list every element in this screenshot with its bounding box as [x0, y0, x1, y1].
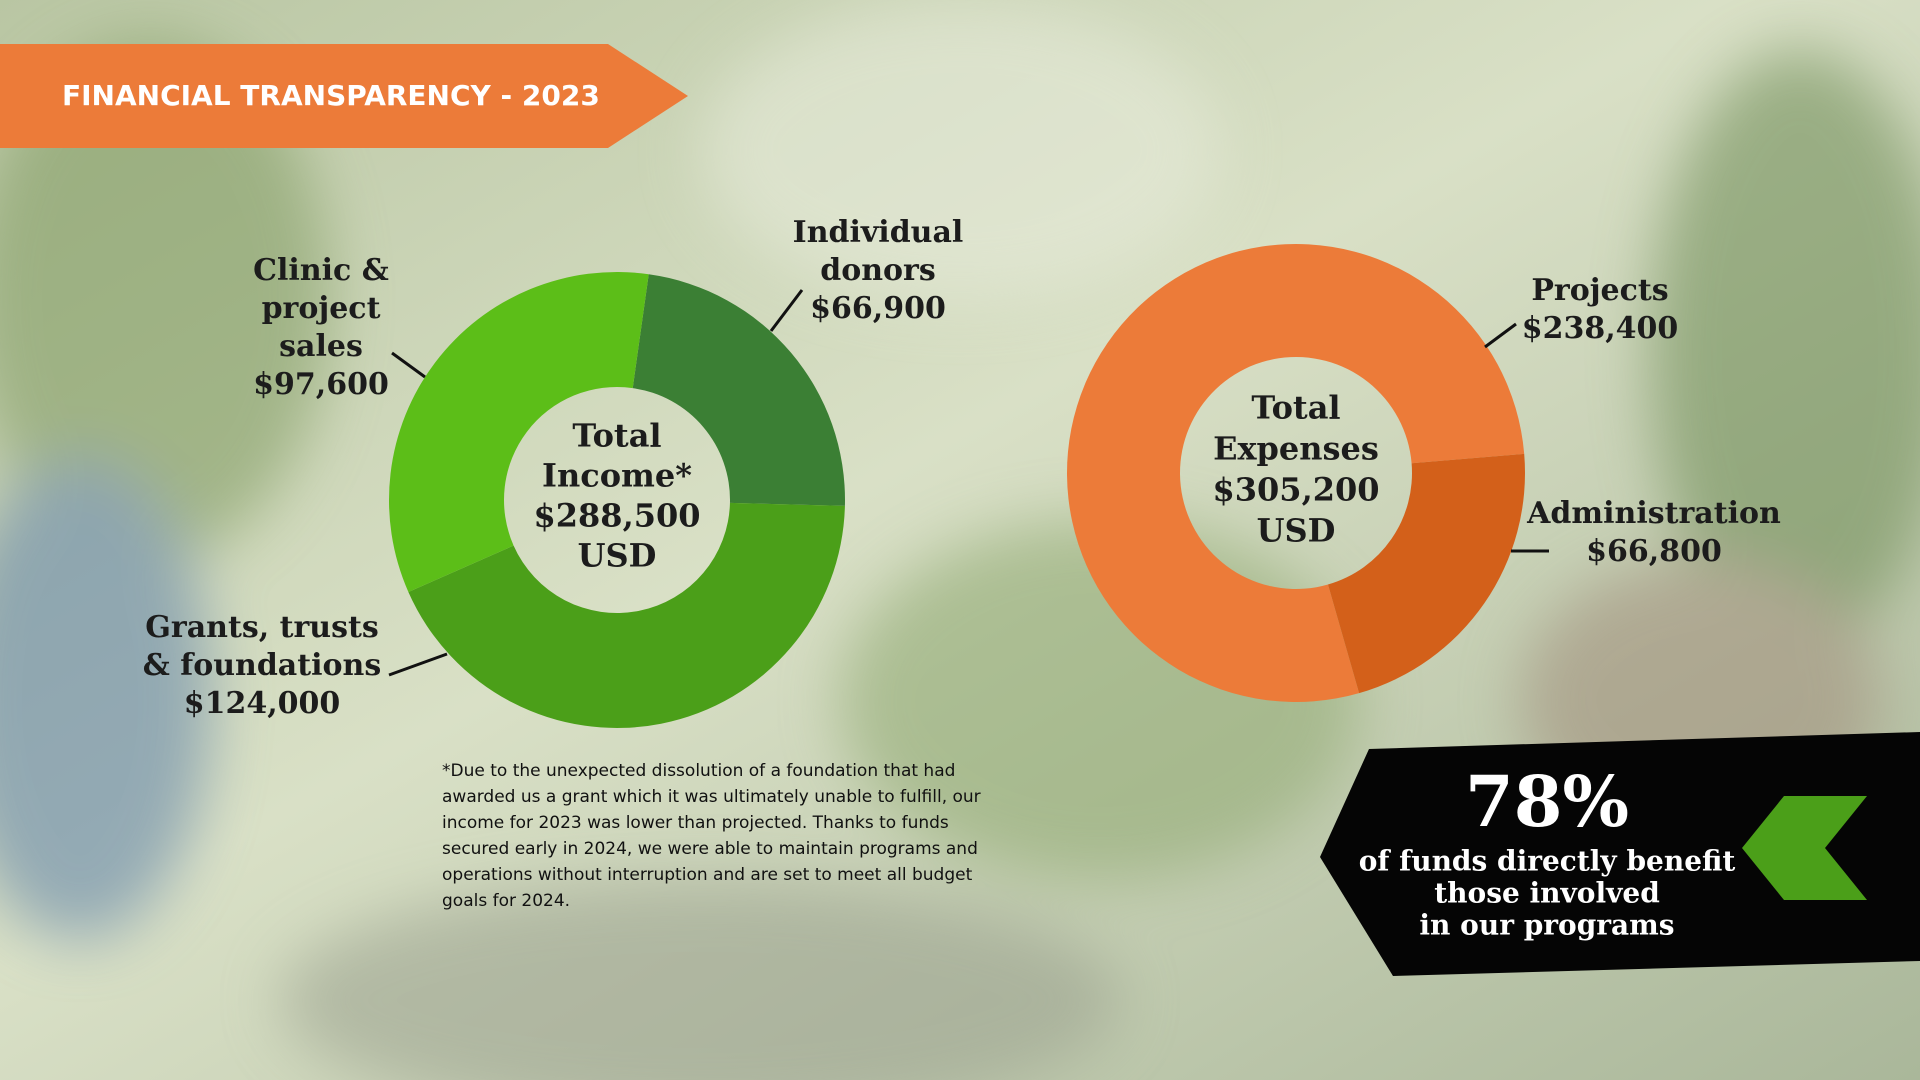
segment-label: Individual donors: [793, 215, 964, 288]
center-label: USD: [1257, 512, 1336, 550]
leader-line: [388, 652, 448, 677]
segment-value: $97,600: [253, 367, 389, 402]
donut-segment: [1067, 244, 1525, 702]
donut-segment: [408, 502, 845, 728]
leader-line: [1484, 322, 1517, 349]
callout-box: [1320, 732, 1920, 976]
segment-label: Clinic & project sales: [253, 253, 389, 364]
footnote: *Due to the unexpected dissolution of a …: [442, 761, 981, 911]
donut-segment: [632, 274, 846, 506]
banner-shape: [0, 44, 688, 148]
segment-label: Administration: [1526, 496, 1781, 531]
center-label: $288,500: [534, 497, 701, 535]
center-label: Total: [572, 417, 661, 455]
donut-segment: [1327, 453, 1525, 694]
callout-text: those involved: [1434, 877, 1660, 910]
callout-text: in our programs: [1419, 909, 1674, 942]
callout-text: of funds directly benefit: [1359, 845, 1736, 878]
segment-value: $124,000: [184, 686, 341, 721]
leader-line: [769, 289, 804, 332]
segment-value: $66,800: [1586, 534, 1722, 569]
segment-value: $238,400: [1522, 311, 1679, 346]
center-label: USD: [578, 537, 657, 575]
callout-figure: 78%: [1465, 760, 1629, 843]
center-label: Expenses: [1213, 430, 1379, 468]
leader-line: [391, 351, 426, 379]
segment-label: Projects: [1531, 273, 1668, 308]
center-label: Income*: [542, 457, 692, 495]
segment-value: $66,900: [810, 291, 946, 326]
donut-segment: [388, 272, 649, 592]
banner-title: FINANCIAL TRANSPARENCY - 2023: [62, 79, 600, 112]
center-label: Total: [1251, 389, 1340, 427]
segment-label: Grants, trusts & foundations: [143, 610, 381, 683]
center-label: $305,200: [1213, 471, 1380, 509]
chevron: [1780, 796, 1867, 900]
